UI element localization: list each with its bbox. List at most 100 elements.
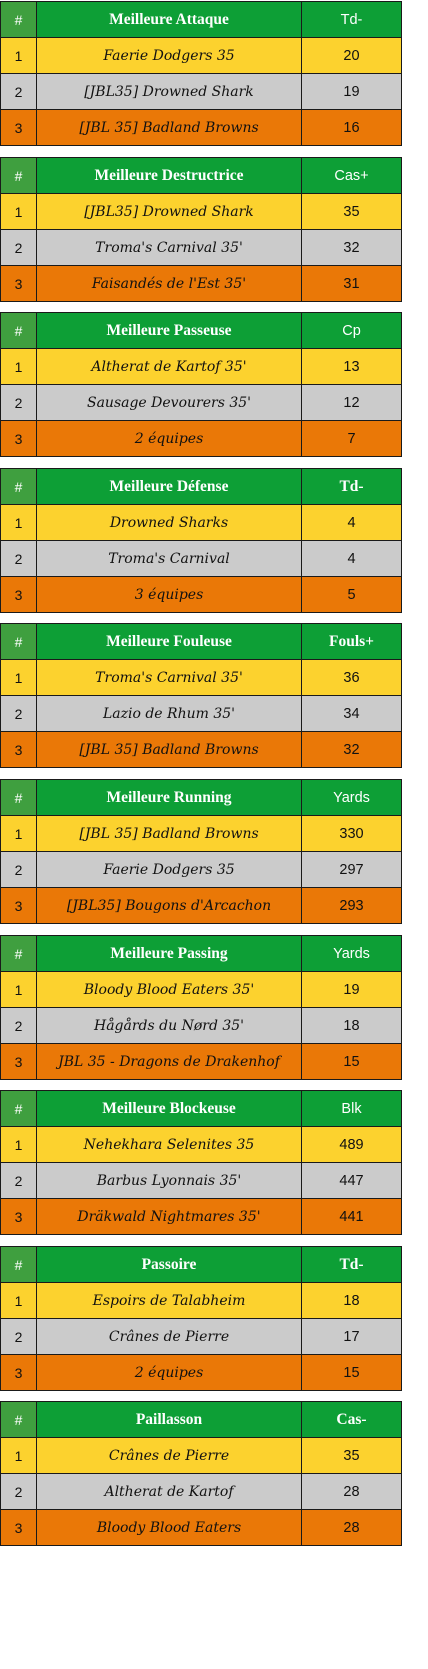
table-row: 3 JBL 35 - Dragons de Drakenhof 15 bbox=[0, 1043, 402, 1080]
table-row: 3 [JBL35] Bougons d'Arcachon 293 bbox=[0, 887, 402, 924]
value-cell: 4 bbox=[301, 540, 402, 577]
team-cell: 2 équipes bbox=[36, 1354, 302, 1391]
table-title: Meilleure Fouleuse bbox=[36, 623, 302, 660]
table-header-row: # Passoire Td- bbox=[0, 1246, 402, 1283]
value-cell: 20 bbox=[301, 37, 402, 74]
rank-cell: 2 bbox=[0, 851, 37, 888]
value-cell: 297 bbox=[301, 851, 402, 888]
stat-column-header: Cas- bbox=[301, 1401, 402, 1438]
rank-cell: 3 bbox=[0, 420, 37, 457]
rank-column-header: # bbox=[0, 935, 37, 972]
value-cell: 17 bbox=[301, 1318, 402, 1355]
table-title: Meilleure Running bbox=[36, 779, 302, 816]
team-cell: [JBL35] Bougons d'Arcachon bbox=[36, 887, 302, 924]
value-cell: 447 bbox=[301, 1162, 402, 1199]
ranking-table: # Meilleure Running Yards 1 [JBL 35] Badland… bbox=[0, 779, 402, 924]
value-cell: 19 bbox=[301, 971, 402, 1008]
table-row: 2 Barbus Lyonnais 35' 447 bbox=[0, 1162, 402, 1199]
rank-column-header: # bbox=[0, 1, 37, 38]
rank-cell: 1 bbox=[0, 971, 37, 1008]
table-header-row: # Meilleure Passing Yards bbox=[0, 935, 402, 972]
team-cell: Troma's Carnival bbox=[36, 540, 302, 577]
table-header-row: # Meilleure Attaque Td- bbox=[0, 1, 402, 38]
value-cell: 35 bbox=[301, 1437, 402, 1474]
value-cell: 441 bbox=[301, 1198, 402, 1235]
value-cell: 489 bbox=[301, 1126, 402, 1163]
stat-column-header: Cp bbox=[301, 312, 402, 349]
table-header-row: # Meilleure Blockeuse Blk bbox=[0, 1090, 402, 1127]
rank-cell: 3 bbox=[0, 576, 37, 613]
stat-column-header: Td- bbox=[301, 468, 402, 505]
table-header-row: # Paillasson Cas- bbox=[0, 1401, 402, 1438]
table-row: 1 Troma's Carnival 35' 36 bbox=[0, 659, 402, 696]
team-cell: Troma's Carnival 35' bbox=[36, 659, 302, 696]
team-cell: Altherat de Kartof 35' bbox=[36, 348, 302, 385]
team-cell: 2 équipes bbox=[36, 420, 302, 457]
table-title: Passoire bbox=[36, 1246, 302, 1283]
value-cell: 16 bbox=[301, 109, 402, 146]
table-row: 2 Faerie Dodgers 35 297 bbox=[0, 851, 402, 888]
value-cell: 34 bbox=[301, 695, 402, 732]
table-row: 3 Faisandés de l'Est 35' 31 bbox=[0, 265, 402, 302]
team-cell: Dräkwald Nightmares 35' bbox=[36, 1198, 302, 1235]
table-title: Meilleure Passing bbox=[36, 935, 302, 972]
ranking-table: # Meilleure Blockeuse Blk 1 Nehekhara Seleni… bbox=[0, 1090, 402, 1235]
team-cell: [JBL35] Drowned Shark bbox=[36, 193, 302, 230]
rank-cell: 1 bbox=[0, 815, 37, 852]
value-cell: 28 bbox=[301, 1473, 402, 1510]
table-row: 2 Troma's Carnival 35' 32 bbox=[0, 229, 402, 266]
value-cell: 28 bbox=[301, 1509, 402, 1546]
table-row: 1 Drowned Sharks 4 bbox=[0, 504, 402, 541]
value-cell: 7 bbox=[301, 420, 402, 457]
ranking-table: # Meilleure Passing Yards 1 Bloody Blood Eat… bbox=[0, 935, 402, 1080]
team-cell: Espoirs de Talabheim bbox=[36, 1282, 302, 1319]
team-cell: [JBL 35] Badland Browns bbox=[36, 109, 302, 146]
rank-cell: 2 bbox=[0, 384, 37, 421]
table-header-row: # Meilleure Destructrice Cas+ bbox=[0, 157, 402, 194]
stat-column-header: Blk bbox=[301, 1090, 402, 1127]
rank-cell: 3 bbox=[0, 731, 37, 768]
rank-cell: 2 bbox=[0, 1318, 37, 1355]
table-title: Meilleure Passeuse bbox=[36, 312, 302, 349]
team-cell: Nehekhara Selenites 35 bbox=[36, 1126, 302, 1163]
stat-column-header: Td- bbox=[301, 1, 402, 38]
stat-column-header: Cas+ bbox=[301, 157, 402, 194]
team-cell: JBL 35 - Dragons de Drakenhof bbox=[36, 1043, 302, 1080]
table-row: 1 Espoirs de Talabheim 18 bbox=[0, 1282, 402, 1319]
table-header-row: # Meilleure Défense Td- bbox=[0, 468, 402, 505]
table-row: 3 [JBL 35] Badland Browns 16 bbox=[0, 109, 402, 146]
team-cell: [JBL 35] Badland Browns bbox=[36, 731, 302, 768]
rank-cell: 1 bbox=[0, 1282, 37, 1319]
team-cell: Bloody Blood Eaters bbox=[36, 1509, 302, 1546]
team-cell: Altherat de Kartof bbox=[36, 1473, 302, 1510]
rank-cell: 1 bbox=[0, 37, 37, 74]
table-row: 3 Dräkwald Nightmares 35' 441 bbox=[0, 1198, 402, 1235]
value-cell: 293 bbox=[301, 887, 402, 924]
ranking-table: # Passoire Td- 1 Espoirs de Talabheim 18 2 Crân… bbox=[0, 1246, 402, 1391]
value-cell: 12 bbox=[301, 384, 402, 421]
table-title: Meilleure Blockeuse bbox=[36, 1090, 302, 1127]
table-header-row: # Meilleure Fouleuse Fouls+ bbox=[0, 623, 402, 660]
table-row: 1 Faerie Dodgers 35 20 bbox=[0, 37, 402, 74]
rank-column-header: # bbox=[0, 312, 37, 349]
table-row: 1 Bloody Blood Eaters 35' 19 bbox=[0, 971, 402, 1008]
value-cell: 19 bbox=[301, 73, 402, 110]
team-cell: Bloody Blood Eaters 35' bbox=[36, 971, 302, 1008]
rank-cell: 2 bbox=[0, 1007, 37, 1044]
rank-cell: 1 bbox=[0, 193, 37, 230]
ranking-table: # Meilleure Défense Td- 1 Drowned Sharks 4 2 Tr… bbox=[0, 468, 402, 613]
table-row: 2 Troma's Carnival 4 bbox=[0, 540, 402, 577]
team-cell: Crânes de Pierre bbox=[36, 1318, 302, 1355]
team-cell: Lazio de Rhum 35' bbox=[36, 695, 302, 732]
value-cell: 15 bbox=[301, 1354, 402, 1391]
value-cell: 35 bbox=[301, 193, 402, 230]
team-cell: Crânes de Pierre bbox=[36, 1437, 302, 1474]
team-cell: Faerie Dodgers 35 bbox=[36, 851, 302, 888]
table-row: 1 [JBL35] Drowned Shark 35 bbox=[0, 193, 402, 230]
table-row: 2 Lazio de Rhum 35' 34 bbox=[0, 695, 402, 732]
rank-column-header: # bbox=[0, 1401, 37, 1438]
value-cell: 18 bbox=[301, 1007, 402, 1044]
